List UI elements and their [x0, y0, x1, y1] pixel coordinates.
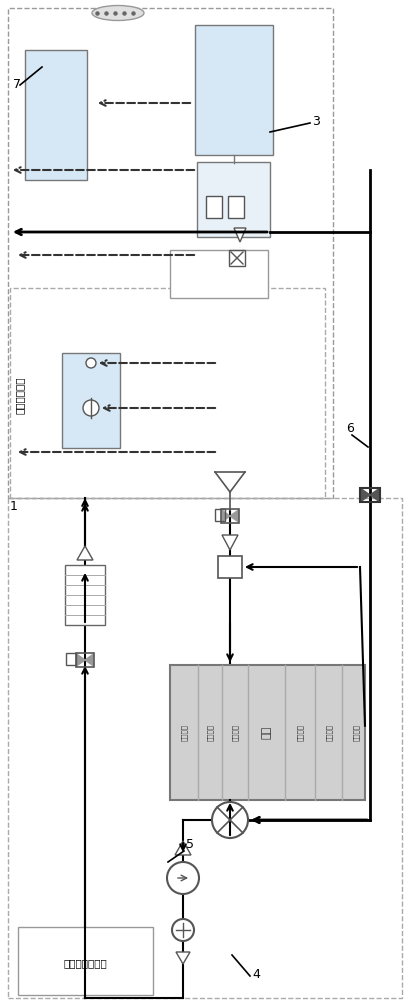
- Polygon shape: [175, 952, 189, 964]
- Bar: [229, 250, 245, 266]
- Bar: [205, 196, 221, 218]
- Text: 氢气出口: 氢气出口: [352, 724, 358, 741]
- Bar: [66, 653, 76, 665]
- Ellipse shape: [92, 6, 144, 21]
- Bar: [8, 498, 401, 998]
- Bar: [65, 565, 105, 625]
- Polygon shape: [77, 546, 93, 560]
- Polygon shape: [221, 535, 237, 550]
- Bar: [25, 50, 87, 180]
- Bar: [218, 556, 241, 578]
- Text: 3: 3: [311, 115, 319, 128]
- Text: 燃料电池发动机: 燃料电池发动机: [63, 958, 107, 968]
- Bar: [359, 488, 379, 502]
- Bar: [18, 927, 153, 995]
- Bar: [10, 288, 324, 498]
- Polygon shape: [234, 228, 245, 242]
- Text: 车载储氢系统: 车载储氢系统: [15, 376, 25, 414]
- Text: 氢气入口: 氢气入口: [180, 724, 187, 741]
- Circle shape: [211, 802, 247, 838]
- Text: 空气入口: 空气入口: [206, 724, 213, 741]
- Text: 电堆: 电堆: [261, 726, 271, 739]
- Bar: [227, 196, 243, 218]
- Polygon shape: [77, 654, 93, 666]
- Text: 空气出口: 空气出口: [325, 724, 331, 741]
- Polygon shape: [221, 510, 237, 522]
- Text: 6: 6: [345, 422, 353, 435]
- Bar: [195, 25, 272, 155]
- Circle shape: [83, 400, 99, 416]
- Bar: [76, 653, 94, 667]
- Bar: [62, 353, 120, 448]
- Text: 5: 5: [186, 838, 193, 851]
- Bar: [214, 509, 225, 521]
- Bar: [196, 162, 270, 237]
- Bar: [170, 665, 364, 800]
- Circle shape: [86, 358, 96, 368]
- Text: 4: 4: [252, 968, 259, 981]
- Text: 7: 7: [13, 78, 21, 91]
- Circle shape: [166, 862, 198, 894]
- Text: 1: 1: [10, 500, 18, 513]
- Bar: [8, 8, 332, 498]
- Text: 冷却出口: 冷却出口: [296, 724, 303, 741]
- Polygon shape: [360, 489, 378, 501]
- Polygon shape: [175, 841, 191, 855]
- Circle shape: [172, 919, 193, 941]
- Bar: [220, 509, 238, 523]
- Bar: [170, 250, 267, 298]
- Text: 冷却入口: 冷却入口: [231, 724, 238, 741]
